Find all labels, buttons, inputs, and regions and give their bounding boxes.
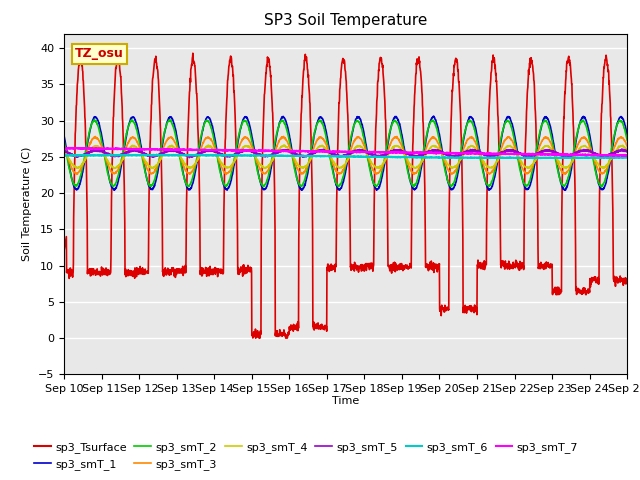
sp3_smT_5	[509, 148, 517, 154]
sp3_smT_7	[362, 149, 370, 155]
sp3_smT_3	[60, 144, 68, 149]
sp3_smT_1	[362, 142, 370, 147]
sp3_smT_2	[218, 174, 225, 180]
sp3_smT_1	[589, 156, 597, 161]
sp3_smT_7	[574, 152, 582, 157]
Line: sp3_smT_4: sp3_smT_4	[64, 145, 627, 168]
sp3_smT_5	[623, 148, 631, 154]
sp3_smT_4	[509, 145, 517, 151]
sp3_smT_2	[166, 117, 173, 122]
sp3_smT_3	[623, 144, 631, 149]
Line: sp3_smT_3: sp3_smT_3	[64, 136, 627, 174]
sp3_smT_3	[280, 133, 287, 139]
Legend: sp3_Tsurface, sp3_smT_1, sp3_smT_2, sp3_smT_3, sp3_smT_4, sp3_smT_5, sp3_smT_6, : sp3_Tsurface, sp3_smT_1, sp3_smT_2, sp3_…	[29, 438, 583, 474]
sp3_smT_2	[60, 138, 68, 144]
sp3_smT_6	[362, 154, 370, 160]
sp3_smT_4	[204, 142, 212, 148]
Line: sp3_smT_7: sp3_smT_7	[64, 148, 627, 156]
sp3_smT_5	[574, 149, 582, 155]
sp3_smT_7	[68, 145, 76, 151]
sp3_smT_7	[589, 152, 597, 158]
sp3_smT_3	[589, 155, 597, 161]
sp3_smT_6	[218, 153, 225, 158]
sp3_smT_2	[598, 184, 605, 190]
Line: sp3_smT_2: sp3_smT_2	[64, 120, 627, 187]
sp3_smT_1	[298, 187, 306, 193]
sp3_smT_6	[509, 155, 517, 161]
sp3_smT_2	[509, 133, 517, 139]
sp3_smT_1	[430, 113, 438, 119]
sp3_smT_5	[60, 149, 68, 155]
sp3_smT_3	[375, 169, 383, 175]
sp3_smT_6	[60, 153, 68, 159]
Line: sp3_smT_5: sp3_smT_5	[64, 149, 627, 157]
sp3_smT_6	[149, 152, 157, 157]
sp3_smT_6	[589, 155, 597, 160]
sp3_smT_1	[60, 132, 68, 138]
Line: sp3_smT_1: sp3_smT_1	[64, 116, 627, 190]
sp3_smT_4	[218, 160, 225, 166]
sp3_smT_3	[574, 142, 582, 147]
sp3_smT_1	[574, 129, 582, 134]
sp3_smT_6	[374, 154, 382, 160]
sp3_smT_4	[374, 165, 382, 171]
sp3_smT_1	[217, 172, 225, 178]
sp3_smT_4	[362, 150, 370, 156]
sp3_smT_5	[374, 153, 382, 158]
Text: TZ_osu: TZ_osu	[76, 48, 124, 60]
sp3_smT_4	[589, 154, 597, 160]
sp3_smT_5	[186, 155, 193, 160]
sp3_smT_5	[218, 152, 225, 157]
Y-axis label: Soil Temperature (C): Soil Temperature (C)	[22, 147, 33, 261]
sp3_smT_1	[623, 132, 631, 138]
sp3_smT_3	[510, 142, 518, 147]
sp3_Tsurface	[574, 286, 582, 291]
sp3_Tsurface	[623, 280, 631, 286]
sp3_smT_6	[623, 155, 631, 160]
sp3_smT_4	[563, 166, 570, 171]
sp3_smT_7	[509, 151, 517, 157]
X-axis label: Time: Time	[332, 396, 359, 406]
sp3_Tsurface	[60, 248, 68, 254]
sp3_smT_4	[574, 148, 582, 154]
sp3_smT_7	[374, 149, 382, 155]
sp3_smT_1	[510, 129, 518, 134]
Title: SP3 Soil Temperature: SP3 Soil Temperature	[264, 13, 428, 28]
sp3_smT_3	[362, 149, 370, 155]
sp3_Tsurface	[510, 264, 518, 270]
sp3_smT_7	[623, 152, 631, 158]
sp3_smT_6	[529, 156, 536, 161]
sp3_smT_7	[619, 153, 627, 159]
sp3_smT_1	[374, 186, 382, 192]
sp3_smT_2	[574, 129, 582, 134]
sp3_smT_5	[618, 146, 626, 152]
Line: sp3_smT_6: sp3_smT_6	[64, 155, 627, 158]
sp3_smT_4	[60, 148, 68, 154]
sp3_smT_5	[589, 150, 597, 156]
sp3_smT_3	[217, 163, 225, 169]
sp3_Tsurface	[362, 267, 370, 273]
sp3_Tsurface	[218, 266, 225, 272]
sp3_smT_2	[589, 157, 597, 163]
sp3_smT_7	[218, 147, 225, 153]
sp3_smT_4	[623, 147, 631, 153]
sp3_Tsurface	[189, 50, 196, 56]
sp3_smT_3	[222, 171, 230, 177]
sp3_Tsurface	[252, 335, 260, 341]
Line: sp3_Tsurface: sp3_Tsurface	[64, 53, 627, 338]
sp3_smT_2	[623, 137, 631, 143]
sp3_Tsurface	[375, 67, 383, 72]
sp3_smT_2	[362, 147, 370, 153]
sp3_smT_5	[362, 149, 370, 155]
sp3_smT_2	[374, 181, 382, 187]
sp3_Tsurface	[589, 276, 597, 281]
sp3_smT_7	[60, 145, 68, 151]
sp3_smT_6	[574, 155, 582, 161]
